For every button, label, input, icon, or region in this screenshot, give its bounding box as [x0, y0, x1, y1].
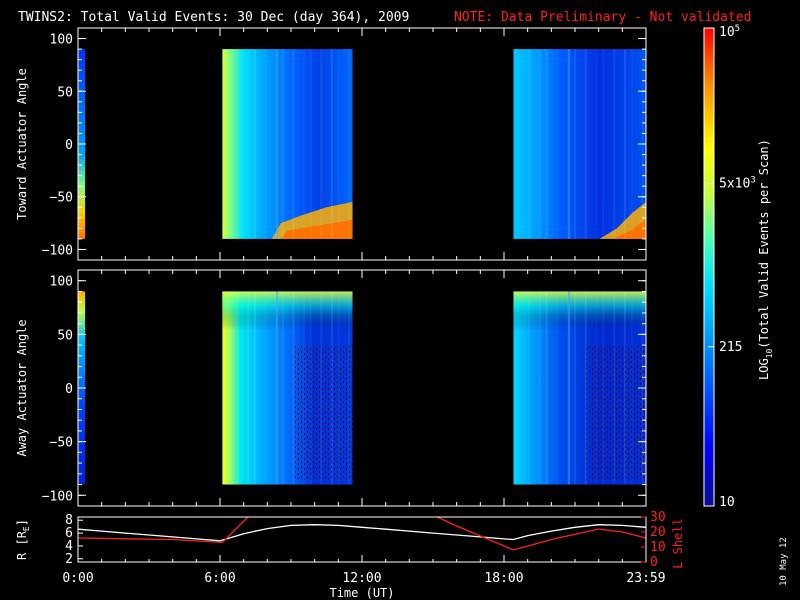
- colorbar-label: LOG10(Total Valid Events per Scan): [757, 139, 774, 380]
- date-stamp: 10 May 12: [779, 537, 789, 586]
- x-tick-label: 0:00: [62, 571, 93, 586]
- away-heatmap-panel: 100 50 0 −50 −100 Away Actuator Angle: [15, 269, 647, 507]
- peak-count-band: [612, 219, 646, 239]
- colorbar-tick-label: 10: [719, 495, 735, 510]
- peak-count-band: [280, 219, 353, 239]
- y-tick-label: 50: [57, 85, 73, 100]
- left-tick-label: 6: [65, 526, 73, 541]
- chart-title: TWINS2: Total Valid Events: 30 Dec (day …: [18, 10, 409, 25]
- left-tick-label: 8: [65, 513, 73, 528]
- left-tick-label: 2: [65, 552, 73, 567]
- colorbar-tick-label: 5x103: [719, 175, 756, 191]
- x-tick-label: 12:00: [342, 571, 381, 586]
- y-tick-label: −100: [42, 243, 73, 258]
- x-tick-label: 6:00: [204, 571, 235, 586]
- y-tick-label: 100: [50, 33, 73, 48]
- colorbar-tick-label: 105: [719, 24, 740, 40]
- left-tick-label: 4: [65, 539, 73, 554]
- colorbar: 105 5x103 215 10: [703, 24, 756, 510]
- heatmap-data-block: [222, 49, 353, 239]
- right-tick-label: 20: [650, 525, 666, 540]
- l-shell-series-line: [78, 517, 646, 551]
- y-tick-label: −50: [50, 436, 73, 451]
- radius-axis-label: R [RE]: [15, 519, 31, 560]
- y-tick-label: −100: [42, 489, 73, 504]
- chart-note: NOTE: Data Preliminary - Not validated: [454, 10, 751, 25]
- radius-series-line: [78, 524, 646, 542]
- x-axis-label: Time (UT): [329, 586, 394, 600]
- x-tick-label: 23:59: [626, 571, 665, 586]
- l-shell-axis-label: L Shell: [671, 518, 685, 569]
- right-tick-label: 30: [650, 510, 666, 525]
- right-tick-label: 0: [650, 555, 658, 570]
- right-tick-label: 10: [650, 540, 666, 555]
- y-axis-label: Toward Actuator Angle: [15, 68, 29, 220]
- colorbar-scale: [703, 27, 715, 507]
- toward-heatmap-panel: 100 50 0 −50 −100 Toward Actuator Angle: [15, 27, 647, 261]
- heatmap-cell-block: [513, 49, 646, 239]
- low-count-noise: [586, 345, 646, 480]
- heatmap-data-block: [513, 291, 646, 485]
- y-tick-label: 50: [57, 328, 73, 343]
- y-tick-label: −50: [50, 191, 73, 206]
- y-tick-label: 0: [65, 138, 73, 153]
- y-tick-label: 100: [50, 275, 73, 290]
- y-tick-label: 0: [65, 382, 73, 397]
- x-tick-label: 18:00: [484, 571, 523, 586]
- colorbar-tick-label: 215: [719, 340, 742, 355]
- y-axis-label: Away Actuator Angle: [15, 319, 29, 456]
- heatmap-data-block: [513, 49, 646, 239]
- heatmap-data-block: [222, 291, 353, 485]
- low-count-noise: [293, 345, 353, 480]
